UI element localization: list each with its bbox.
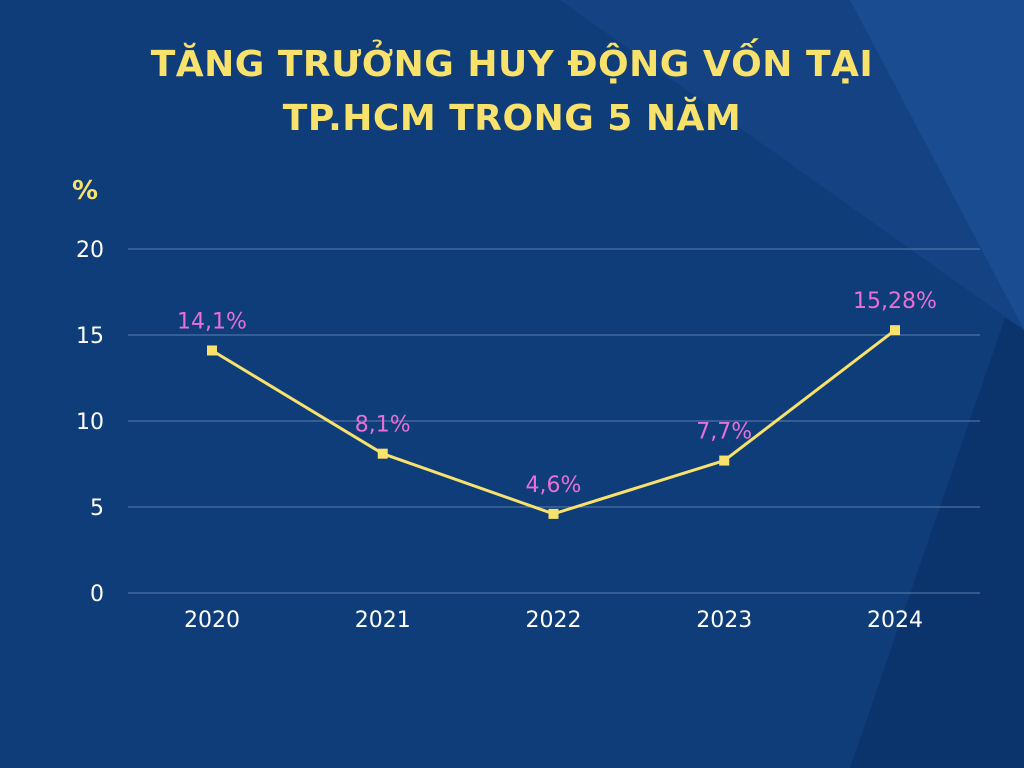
- chart-title-line: TĂNG TRƯỞNG HUY ĐỘNG VỐN TẠI: [150, 44, 874, 85]
- y-tick-label: 5: [90, 496, 104, 521]
- x-tick-label: 2023: [696, 608, 752, 633]
- x-axis-ticks: 2020 2021 2022 2023 2024: [184, 608, 923, 633]
- background-shape: [850, 318, 1024, 768]
- data-point: [890, 325, 900, 336]
- y-tick-label: 20: [76, 238, 104, 263]
- data-label: 15,28%: [853, 289, 937, 314]
- x-tick-label: 2022: [526, 608, 582, 633]
- data-label: 4,6%: [526, 473, 582, 498]
- y-axis-label: %: [72, 176, 98, 206]
- background-shape: [850, 0, 1024, 330]
- data-point: [377, 448, 388, 459]
- x-tick-label: 2020: [184, 608, 240, 633]
- data-point: [207, 345, 217, 356]
- chart-title-line: TP.HCM TRONG 5 NĂM: [282, 98, 742, 139]
- data-label: 8,1%: [355, 413, 411, 438]
- gridlines: [128, 248, 980, 594]
- x-tick-label: 2024: [867, 608, 923, 633]
- data-label: 14,1%: [177, 309, 247, 334]
- data-label: 7,7%: [696, 420, 752, 445]
- data-point: [719, 455, 730, 466]
- data-point: [548, 508, 559, 519]
- y-tick-label: 10: [76, 410, 104, 435]
- x-tick-label: 2021: [355, 608, 411, 633]
- y-tick-label: 15: [76, 324, 104, 349]
- chart-title: TĂNG TRƯỞNG HUY ĐỘNG VỐN TẠI TP.HCM TRON…: [0, 38, 1024, 146]
- background-shape: [560, 0, 1024, 330]
- y-tick-label: 0: [90, 582, 104, 607]
- y-axis-ticks: 0 5 10 15 20: [76, 238, 104, 607]
- series-layer: 14,1% 8,1% 4,6% 7,7% 15,28%: [177, 289, 937, 519]
